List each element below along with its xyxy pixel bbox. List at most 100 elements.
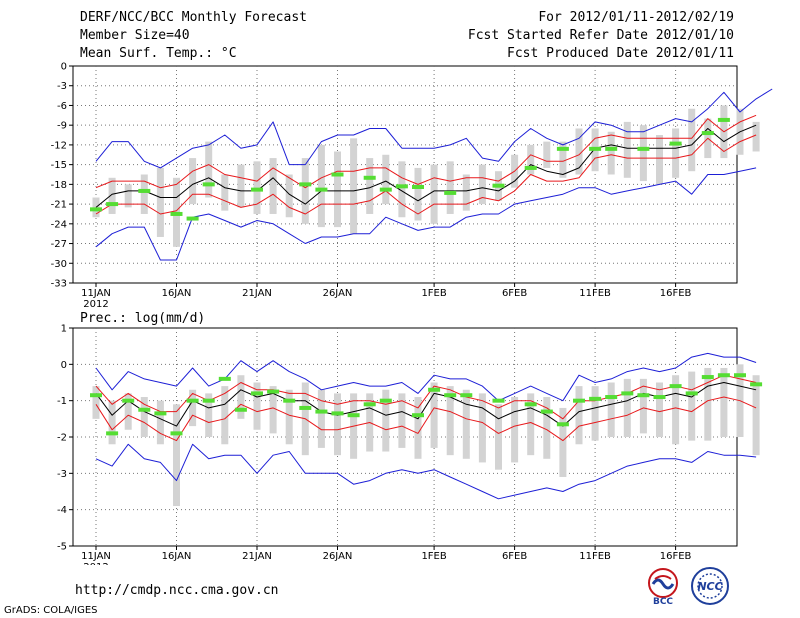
ensemble-box xyxy=(607,382,615,437)
observed-marker xyxy=(412,184,424,189)
x-tick-label: 1FEB xyxy=(421,551,446,562)
x-tick-label: 11FEB xyxy=(579,551,611,562)
observed-marker xyxy=(122,398,135,403)
series-lower-line xyxy=(95,134,757,215)
y-tick-label: -5 xyxy=(57,542,67,553)
y-tick-label: -15 xyxy=(51,160,67,171)
series-upper-line xyxy=(95,114,757,189)
observed-marker xyxy=(379,187,392,192)
series-max-line xyxy=(95,88,773,169)
ensemble-box xyxy=(623,121,631,178)
ensemble-box xyxy=(414,167,422,221)
observed-marker xyxy=(589,146,602,151)
y-tick-label: 0 xyxy=(61,360,67,371)
observed-marker xyxy=(669,141,682,146)
observed-marker xyxy=(540,409,553,414)
ensemble-box xyxy=(591,386,599,441)
ensemble-box xyxy=(639,378,647,434)
observed-marker xyxy=(90,207,102,212)
forecast-started-date: Fcst Started Refer Date 2012/01/10 xyxy=(467,28,734,43)
observed-marker xyxy=(138,407,151,412)
observed-marker xyxy=(251,187,263,192)
observed-marker xyxy=(685,391,698,396)
observed-marker xyxy=(299,182,312,187)
precip-subtitle: Prec.: log(mm/d) xyxy=(80,311,206,326)
svg-text:NCC: NCC xyxy=(697,580,722,593)
observed-marker xyxy=(524,165,537,170)
ensemble-box xyxy=(478,393,486,463)
ensemble-box xyxy=(269,158,277,214)
x-tick-label: 16FEB xyxy=(660,288,692,299)
observed-marker xyxy=(395,184,408,189)
x-tick-label: 1FEB xyxy=(421,288,446,299)
ensemble-box xyxy=(269,386,277,434)
x-tick-label: 16FEB xyxy=(660,551,692,562)
ensemble-box xyxy=(414,397,422,459)
observed-marker xyxy=(331,411,344,416)
x-tick-label: 11JAN xyxy=(81,551,111,562)
ensemble-box xyxy=(656,382,663,437)
ensemble-box xyxy=(478,164,486,205)
observed-marker xyxy=(637,393,650,398)
ensemble-box xyxy=(575,128,583,175)
variable-label: Mean Surf. Temp.: °C xyxy=(80,46,237,61)
ensemble-box xyxy=(752,121,760,152)
ensemble-box xyxy=(108,177,116,214)
observed-marker xyxy=(717,117,730,122)
forecast-produced-date: Fcst Produced Date 2012/01/11 xyxy=(507,46,734,61)
chart-title: DERF/NCC/BCC Monthly Forecast xyxy=(80,10,307,25)
ensemble-box xyxy=(688,371,696,441)
observed-marker xyxy=(556,422,569,427)
ensemble-box xyxy=(462,174,470,211)
observed-marker xyxy=(428,387,441,392)
ensemble-box xyxy=(221,386,229,445)
observed-marker xyxy=(524,402,537,407)
ensemble-box xyxy=(623,378,631,437)
ensemble-box xyxy=(382,154,390,205)
ensemble-box xyxy=(253,382,261,430)
ensemble-box xyxy=(527,144,535,175)
ensemble-box xyxy=(446,386,454,456)
observed-marker xyxy=(669,384,682,389)
y-tick-label: -24 xyxy=(51,219,67,230)
ensemble-box xyxy=(656,135,663,185)
observed-marker xyxy=(701,131,714,136)
ensemble-box xyxy=(140,174,148,214)
x-tick-label: 11FEB xyxy=(579,288,611,299)
x-tick-year: 2012 xyxy=(83,299,108,310)
source-url-link[interactable]: http://cmdp.ncc.cma.gov.cn xyxy=(75,583,279,598)
observed-marker xyxy=(412,413,424,418)
observed-marker xyxy=(621,391,634,396)
series-max-line xyxy=(95,352,757,402)
ensemble-box xyxy=(704,367,712,441)
ensemble-box xyxy=(752,375,760,456)
x-tick-label: 16JAN xyxy=(162,551,192,562)
ensemble-box xyxy=(124,184,132,208)
y-tick-label: -2 xyxy=(57,433,67,444)
x-tick-year: 2012 xyxy=(83,562,108,565)
observed-marker xyxy=(331,172,344,177)
plot-frame xyxy=(72,65,738,284)
ensemble-box xyxy=(92,386,100,419)
x-tick-label: 6FEB xyxy=(502,551,527,562)
ensemble-box xyxy=(317,144,325,228)
observed-marker xyxy=(605,395,618,400)
ensemble-box xyxy=(237,375,245,419)
x-tick-label: 26JAN xyxy=(323,288,353,299)
observed-marker xyxy=(186,216,199,221)
observed-marker xyxy=(444,190,457,195)
observed-marker xyxy=(347,413,360,418)
observed-marker xyxy=(750,382,763,387)
observed-marker xyxy=(460,393,473,398)
ensemble-box xyxy=(124,393,132,430)
observed-marker xyxy=(218,376,231,381)
observed-marker xyxy=(315,409,328,414)
ensemble-box xyxy=(430,382,438,448)
x-tick-label: 16JAN xyxy=(162,288,192,299)
y-tick-label: 1 xyxy=(61,324,67,335)
observed-marker xyxy=(444,393,457,398)
observed-marker xyxy=(234,407,247,412)
ensemble-box xyxy=(672,375,680,445)
ensemble-box xyxy=(688,108,696,172)
ensemble-box xyxy=(156,167,164,237)
